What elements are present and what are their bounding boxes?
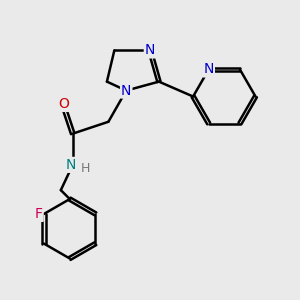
Text: N: N (66, 158, 76, 172)
Text: F: F (35, 207, 43, 221)
Text: N: N (145, 44, 155, 57)
Text: N: N (121, 84, 131, 98)
Text: N: N (203, 62, 214, 76)
Text: H: H (80, 162, 90, 175)
Text: O: O (58, 97, 69, 111)
